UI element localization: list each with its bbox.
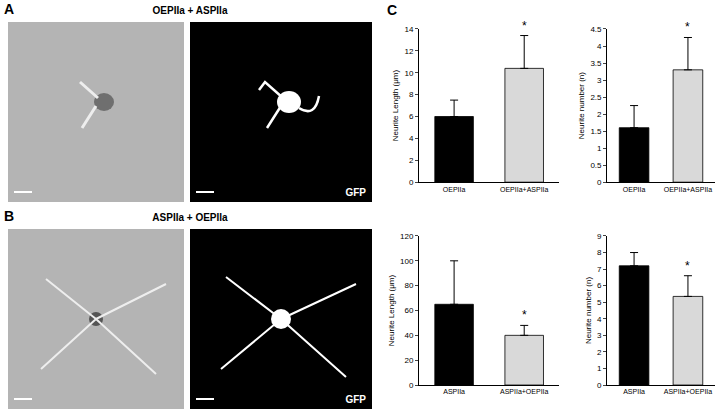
svg-text:GFP: GFP [345,187,366,198]
svg-text:ASPIIa + OEPIIa: ASPIIa + OEPIIa [152,212,228,223]
svg-text:3: 3 [597,331,602,340]
svg-text:14: 14 [405,25,414,34]
svg-text:Neurite Length (μm): Neurite Length (μm) [391,70,400,142]
svg-text:100: 100 [400,257,414,266]
svg-text:2: 2 [597,110,602,119]
svg-text:*: * [522,308,527,322]
svg-text:ASPIIa+OEPIIa: ASPIIa+OEPIIa [664,388,713,395]
svg-text:A: A [4,1,14,17]
svg-text:*: * [685,259,690,273]
svg-text:*: * [522,19,527,33]
svg-text:8: 8 [597,248,602,257]
svg-text:2: 2 [597,348,602,357]
svg-text:9: 9 [597,232,602,241]
svg-text:OEPIIa: OEPIIa [443,186,466,193]
svg-text:1: 1 [597,144,602,153]
svg-text:OEPIIa: OEPIIa [623,186,646,193]
svg-text:OEPIIa+ASPIIa: OEPIIa+ASPIIa [664,186,713,193]
svg-text:80: 80 [405,281,414,290]
svg-text:20: 20 [405,356,414,365]
svg-text:4: 4 [597,42,602,51]
svg-text:2: 2 [409,156,414,165]
svg-text:B: B [4,208,14,224]
svg-text:GFP: GFP [345,394,366,405]
svg-text:6: 6 [409,112,414,121]
svg-text:40: 40 [405,331,414,340]
svg-text:ASPIIa: ASPIIa [623,388,645,395]
svg-text:*: * [685,20,690,34]
svg-text:0: 0 [597,381,602,390]
svg-text:0: 0 [409,381,414,390]
svg-text:7: 7 [597,265,602,274]
svg-text:12: 12 [405,47,414,56]
svg-text:4: 4 [597,315,602,324]
svg-text:120: 120 [400,232,414,241]
svg-text:4: 4 [409,134,414,143]
svg-text:4.5: 4.5 [590,25,602,34]
svg-text:OEPIIa + ASPIIa: OEPIIa + ASPIIa [153,5,228,16]
svg-text:Neurite number (n): Neurite number (n) [577,72,586,139]
svg-text:OEPIIa+ASPIIa: OEPIIa+ASPIIa [500,186,549,193]
svg-text:3: 3 [597,76,602,85]
svg-text:1.5: 1.5 [590,127,602,136]
svg-text:0: 0 [597,178,602,187]
svg-text:2.5: 2.5 [590,93,602,102]
svg-text:C: C [387,2,397,18]
svg-text:3.5: 3.5 [590,59,602,68]
svg-text:Neurite number (n): Neurite number (n) [584,277,593,344]
svg-text:0: 0 [409,178,414,187]
svg-text:ASPIIa+OEPIIa: ASPIIa+OEPIIa [500,388,549,395]
svg-text:Neurite Length (μm): Neurite Length (μm) [387,275,396,347]
svg-text:8: 8 [409,90,414,99]
svg-text:6: 6 [597,281,602,290]
svg-text:ASPIIa: ASPIIa [443,388,465,395]
svg-text:5: 5 [597,298,602,307]
svg-text:60: 60 [405,306,414,315]
svg-text:1: 1 [597,364,602,373]
svg-text:0.5: 0.5 [590,161,602,170]
svg-text:10: 10 [405,69,414,78]
